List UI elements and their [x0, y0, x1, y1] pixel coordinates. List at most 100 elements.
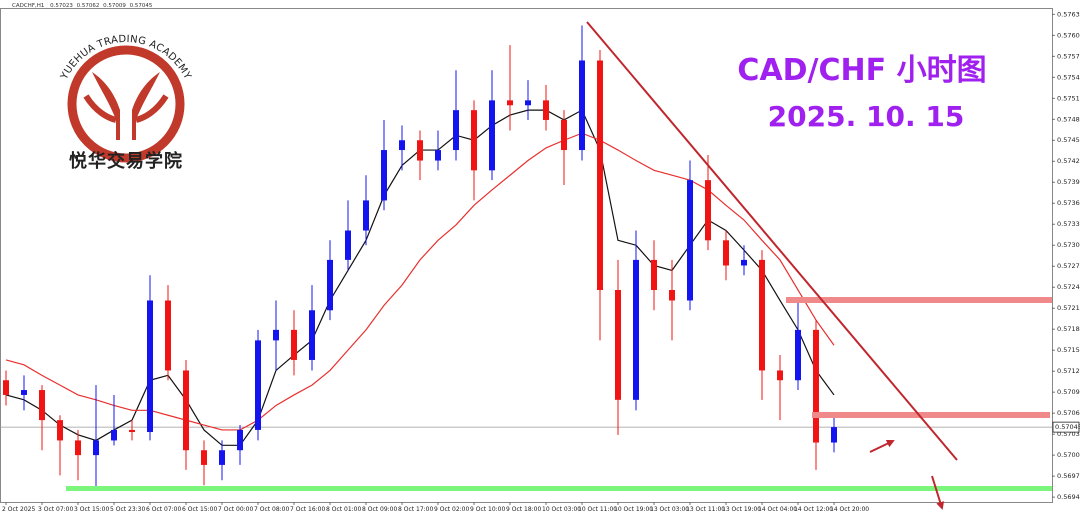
chart-subtitle: 2025. 10. 15: [768, 100, 965, 133]
candle-body: [777, 370, 783, 381]
x-tick-label: 8 Oct 01:00: [326, 506, 361, 513]
x-tick-label: 6 Oct 07:00: [146, 506, 181, 513]
y-tick-label: 0.57635: [1057, 10, 1080, 18]
header-open: 0.57023: [50, 3, 73, 9]
header-low: 0.57009: [103, 3, 126, 9]
trend-line: [586, 21, 958, 461]
y-tick-label: 0.57185: [1057, 325, 1080, 333]
x-tick-label: 14 Oct 12:00: [794, 506, 833, 513]
candle-body: [111, 429, 117, 441]
y-tick-label: 0.57275: [1057, 262, 1080, 270]
x-tick-label: 7 Oct 16:00: [290, 506, 325, 513]
y-tick-label: 0.57245: [1057, 283, 1080, 291]
candle-body: [741, 259, 747, 266]
x-tick-label: 3 Oct 07:00: [38, 506, 73, 513]
candle-body: [255, 340, 261, 430]
candle-body: [759, 259, 765, 371]
y-tick-label: 0.57485: [1057, 115, 1080, 123]
candle-body: [3, 380, 9, 395]
current-price-box: [1052, 421, 1080, 433]
y-tick-label: 0.57155: [1057, 346, 1080, 354]
candle-body: [507, 100, 513, 106]
candle-body: [75, 440, 81, 456]
candle-body: [633, 259, 639, 400]
y-tick-label: 0.57065: [1057, 409, 1080, 417]
y-tick-label: 0.57005: [1057, 451, 1080, 459]
candle-body: [831, 427, 837, 443]
x-tick-label: 3 Oct 15:00: [74, 506, 109, 513]
candle-body: [129, 429, 135, 433]
x-tick-label: 14 Oct 04:00: [758, 506, 797, 513]
candle-body: [723, 240, 729, 266]
candle-body: [183, 370, 189, 451]
candle-body: [705, 180, 711, 241]
y-tick-label: 0.57455: [1057, 136, 1080, 144]
candle-body: [525, 100, 531, 106]
candle-body: [345, 230, 351, 260]
y-tick-label: 0.56975: [1057, 472, 1080, 480]
x-tick-label: 10 Oct 03:00: [542, 506, 581, 513]
x-tick-label: 7 Oct 00:00: [218, 506, 253, 513]
candle-body: [39, 390, 45, 421]
candle-body: [453, 110, 459, 151]
candle-body: [237, 429, 243, 451]
candle-body: [561, 119, 567, 151]
y-tick-label: 0.57095: [1057, 388, 1080, 396]
candle-body: [201, 450, 207, 465]
moving-average: [5, 132, 835, 431]
candle-body: [165, 300, 171, 371]
candle-body: [309, 310, 315, 360]
candle-body: [291, 329, 297, 360]
candle-body: [489, 100, 495, 171]
x-tick-label: 5 Oct 23:30: [110, 506, 145, 513]
x-tick-label: 13 Oct 19:00: [722, 506, 761, 513]
y-tick-label: 0.57515: [1057, 94, 1080, 102]
y-tick-label: 0.57395: [1057, 178, 1080, 186]
candle-body: [669, 289, 675, 301]
current-price-label: 0.57045: [1055, 423, 1080, 431]
x-tick-label: 9 Oct 18:00: [506, 506, 541, 513]
candle-body: [327, 259, 333, 311]
candle-body: [399, 140, 405, 151]
x-tick-label: 9 Oct 02:00: [434, 506, 469, 513]
y-tick-label: 0.57305: [1057, 241, 1080, 249]
x-tick-label: 2 Oct 2025: [2, 506, 35, 513]
x-tick-label: 13 Oct 11:00: [686, 506, 725, 513]
data-layer: 0.57635 0.57605 0.57575 0.57545 0.57515 0.574…: [0, 10, 1080, 513]
candle-body: [435, 150, 441, 161]
y-tick-label: 0.57605: [1057, 31, 1080, 39]
y-tick-label: 0.57215: [1057, 304, 1080, 312]
candle-body: [687, 180, 693, 301]
candle-body: [651, 259, 657, 290]
resistance-zone: [786, 297, 1052, 303]
symbol: CADCHF,H1: [12, 3, 44, 9]
y-tick-label: 0.57035: [1057, 430, 1080, 438]
logo-mark: [83, 94, 169, 123]
header-close: 0.57045: [130, 3, 153, 9]
arrow: [869, 439, 895, 453]
y-tick-label: 0.57365: [1057, 199, 1080, 207]
x-tick-label: 7 Oct 08:00: [254, 506, 289, 513]
arrow: [931, 475, 945, 510]
candle-body: [615, 289, 621, 400]
candle-body: [147, 300, 153, 433]
candle-body: [597, 60, 603, 290]
header-high: 0.57062: [77, 3, 100, 9]
support-zone: [66, 486, 1052, 491]
x-tick-label: 9 Oct 10:00: [470, 506, 505, 513]
logo-mark: [92, 72, 160, 140]
x-tick-label: 14 Oct 20:00: [830, 506, 869, 513]
candle-body: [471, 110, 477, 171]
resistance-zone: [812, 412, 1050, 418]
y-tick-label: 0.57125: [1057, 367, 1080, 375]
x-tick-label: 8 Oct 17:00: [398, 506, 433, 513]
y-tick-label: 0.56945: [1057, 493, 1080, 501]
candle-body: [93, 440, 99, 456]
x-tick-label: 10 Oct 19:00: [614, 506, 653, 513]
chart-title: CAD/CHF 小时图: [737, 53, 986, 88]
candle-body: [21, 390, 27, 395]
candle-body: [273, 329, 279, 341]
symbol-header: CADCHF,H1 0.57023 0.57062 0.57009 0.5704…: [12, 3, 153, 9]
